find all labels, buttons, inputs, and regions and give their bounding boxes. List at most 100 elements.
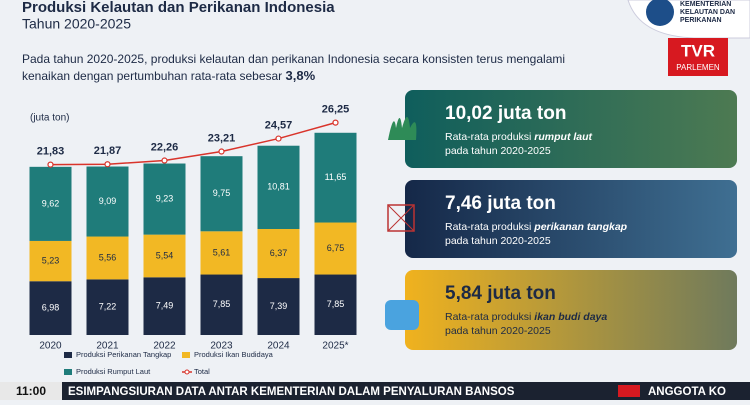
legend-swatch — [64, 369, 72, 375]
intro-line: Pada tahun 2020-2025, produksi kelautan … — [22, 52, 565, 66]
total-point — [161, 157, 168, 164]
ticker-next: ANGGOTA KO — [648, 386, 726, 398]
segment-label: 5,23 — [42, 255, 60, 265]
ticker-time: 11:00 — [16, 384, 46, 398]
total-point — [47, 161, 54, 168]
card-text-bold: perikanan tangkap — [533, 221, 627, 233]
total-label: 26,25 — [322, 104, 350, 116]
card-headline: 10,02 juta ton — [445, 103, 566, 124]
x-tick-label: 2020 — [39, 341, 62, 352]
total-label: 24,57 — [265, 119, 293, 131]
bar-segment — [200, 274, 243, 335]
subtitle: Tahun 2020-2025 — [22, 16, 131, 32]
bar-segment — [314, 222, 357, 275]
total-point — [275, 135, 282, 142]
intro-line: kenaikan dengan pertumbuhan rata-rata se… — [22, 68, 316, 83]
legend-label: Total — [194, 367, 210, 376]
card-text-pre: Rata-rata produksi — [445, 221, 531, 233]
card-text-bold: rumput laut — [534, 131, 592, 143]
bar-segment — [200, 231, 243, 275]
bar-segment — [143, 234, 186, 278]
bar-segment — [86, 236, 129, 280]
segment-label: 6,37 — [270, 248, 288, 258]
total-label: 23,21 — [208, 132, 236, 144]
y-axis-label: (juta ton) — [30, 113, 69, 124]
card-headline: 5,84 juta ton — [445, 283, 556, 304]
card-text: pada tahun 2020-2025 — [445, 325, 551, 337]
pond-icon — [385, 300, 419, 330]
chart: (juta ton) 2020 2021 2022 2023 2024 2025* 6,98 7… — [29, 104, 357, 376]
bar-segment — [314, 132, 357, 223]
segment-label: 9,62 — [42, 198, 60, 208]
net-icon — [387, 204, 415, 232]
ministry-emblem — [646, 0, 674, 26]
total-point — [218, 148, 225, 155]
ministry-name: KELAUTAN DAN — [680, 9, 735, 16]
legend-label: Produksi Rumput Laut — [76, 367, 151, 376]
card-headline: 7,46 juta ton — [445, 193, 556, 214]
channel-name: TVR — [681, 41, 715, 60]
net-icon — [387, 204, 415, 232]
bar-segment — [29, 281, 72, 335]
segment-label: 7,85 — [213, 299, 231, 309]
channel-sub: PARLEMEN — [676, 63, 720, 72]
ministry-name: KEMENTERIAN — [680, 1, 731, 8]
card-text-pre: Rata-rata produksi — [445, 311, 531, 323]
total-point — [104, 161, 111, 168]
legend-swatch — [182, 352, 190, 358]
ticker-bar — [0, 382, 750, 400]
card — [405, 180, 737, 258]
x-tick-label: 2023 — [210, 341, 233, 352]
bar-segment — [86, 166, 129, 237]
segment-label: 10,81 — [267, 182, 290, 192]
card — [405, 90, 737, 168]
ministry-name: PERIKANAN — [680, 17, 722, 24]
bar-segment — [200, 156, 243, 232]
card-text: Rata-rata produksi ikan budi daya — [445, 311, 607, 323]
intro-text: kenaikan dengan pertumbuhan rata-rata se… — [22, 69, 282, 83]
seaweed-icon — [388, 117, 417, 140]
bar-segment — [143, 277, 186, 335]
legend-swatch — [184, 369, 190, 375]
x-tick-label: 2025* — [322, 341, 348, 352]
card-text: Rata-rata produksi perikanan tangkap — [445, 221, 628, 233]
bar-segment — [86, 279, 129, 335]
segment-label: 5,56 — [99, 252, 117, 262]
total-label: 22,26 — [151, 141, 179, 153]
segment-label: 7,49 — [156, 301, 174, 311]
segment-label: 5,54 — [156, 250, 174, 260]
card-text: Rata-rata produksi rumput laut — [445, 131, 593, 143]
x-tick-label: 2024 — [267, 341, 290, 352]
card-text-pre: Rata-rata produksi — [445, 131, 531, 143]
bar-segment — [314, 274, 357, 335]
total-point — [332, 119, 339, 126]
ticker-time-box — [0, 382, 62, 400]
bar-segment — [143, 163, 186, 235]
channel-logo — [668, 38, 728, 76]
segment-label: 9,09 — [99, 196, 117, 206]
bar-segment — [257, 278, 300, 335]
x-tick-label: 2021 — [96, 341, 119, 352]
card-text-bold: ikan budi daya — [534, 311, 607, 323]
total-line — [50, 121, 336, 166]
card-text: pada tahun 2020-2025 — [445, 145, 551, 157]
segment-label: 9,23 — [156, 193, 174, 203]
segment-label: 6,98 — [42, 302, 60, 312]
legend-label: Produksi Ikan Budidaya — [194, 350, 274, 359]
legend-label: Produksi Perikanan Tangkap — [76, 350, 171, 359]
bar-segment — [257, 228, 300, 279]
segment-label: 5,61 — [213, 247, 231, 257]
bar-segment — [29, 240, 72, 282]
ticker-headline: ESIMPANGSIURAN DATA ANTAR KEMENTERIAN DA… — [68, 386, 515, 398]
card — [405, 270, 737, 350]
ticker-logo — [618, 385, 640, 397]
segment-label: 7,22 — [99, 302, 117, 312]
card-texts: 10,02 juta ton Rata-rata produksi rumput … — [445, 103, 628, 337]
segment-label: 9,75 — [213, 188, 231, 198]
segment-label: 11,65 — [325, 172, 347, 182]
legend-swatch — [64, 352, 72, 358]
bar-segment — [257, 145, 300, 229]
title: Produksi Kelautan dan Perikanan Indonesi… — [22, 0, 335, 16]
segment-label: 7,85 — [327, 299, 345, 309]
